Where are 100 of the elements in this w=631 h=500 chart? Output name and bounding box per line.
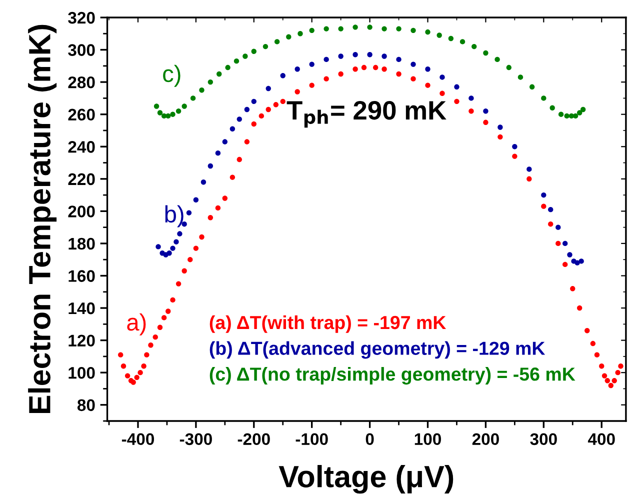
point: [562, 240, 568, 246]
y-tick-label: 260: [68, 108, 95, 121]
point: [548, 206, 554, 212]
point: [576, 110, 582, 116]
point: [352, 52, 358, 58]
y-tick-label: 140: [68, 302, 95, 314]
y-tick-label: 240: [68, 141, 95, 153]
point: [436, 32, 442, 38]
point: [440, 74, 445, 80]
point: [483, 50, 488, 56]
point: [262, 44, 268, 50]
annotation: (c) ΔT(no trap/simple geometry) = -56 mK: [210, 367, 576, 385]
point: [472, 44, 477, 50]
point: [193, 197, 199, 202]
point: [558, 112, 564, 117]
point: [199, 88, 204, 93]
point: [200, 180, 206, 185]
point: [298, 31, 303, 36]
annotation: T$_{ph}$= 290 mK: [286, 101, 446, 128]
point: [352, 24, 358, 30]
point: [460, 39, 466, 44]
y-tick-label: 100: [68, 366, 95, 379]
y-axis-title: Electron Temperature (mK): [28, 24, 57, 414]
point: [309, 28, 314, 34]
point: [176, 108, 182, 114]
x-tick-label: 400: [588, 433, 615, 446]
point: [518, 74, 524, 80]
point: [208, 79, 214, 85]
point: [396, 26, 402, 32]
point: [396, 56, 402, 62]
point: [170, 112, 176, 117]
point: [410, 28, 416, 34]
point: [367, 24, 372, 30]
point: [526, 166, 532, 172]
point: [567, 252, 572, 258]
point: [222, 139, 228, 144]
point: [244, 106, 250, 112]
point: [550, 105, 555, 110]
point: [280, 73, 286, 78]
point: [541, 192, 546, 198]
point: [564, 113, 570, 119]
point: [177, 231, 182, 236]
point: [225, 64, 230, 70]
point: [382, 54, 387, 59]
point: [236, 116, 242, 122]
point: [215, 150, 221, 156]
point: [338, 26, 344, 32]
series-label: b): [165, 205, 184, 228]
x-tick-label: 300: [530, 433, 557, 446]
point: [580, 106, 586, 112]
x-tick-label: -200: [238, 433, 270, 446]
point: [182, 104, 187, 109]
series-label: a): [127, 313, 146, 336]
x-tick-label: -300: [180, 433, 212, 446]
point: [294, 66, 300, 72]
point: [208, 163, 214, 169]
point: [338, 54, 344, 59]
point: [468, 96, 474, 101]
point: [266, 86, 271, 92]
point: [556, 224, 561, 230]
x-tick-label: -100: [296, 433, 328, 446]
point: [324, 56, 329, 62]
y-tick-label: 200: [68, 206, 95, 218]
point: [578, 258, 584, 264]
x-tick-label: 0: [366, 433, 374, 446]
y-tick-label: 120: [68, 334, 95, 347]
point: [170, 246, 176, 251]
y-tick-label: 80: [77, 399, 95, 412]
point: [382, 26, 387, 32]
point: [186, 210, 192, 216]
point: [174, 239, 179, 244]
point: [425, 66, 430, 72]
point: [156, 244, 161, 250]
point: [448, 36, 454, 42]
point: [512, 144, 518, 150]
point: [286, 34, 292, 40]
point: [234, 58, 240, 64]
point: [251, 48, 256, 54]
x-axis-title: Voltage (μV): [278, 465, 454, 494]
series-label: c): [163, 64, 180, 87]
point: [157, 110, 163, 116]
point: [230, 126, 236, 132]
point: [494, 56, 500, 62]
y-tick-label: 300: [68, 44, 95, 56]
point: [251, 98, 256, 104]
point: [324, 26, 329, 32]
y-tick-label: 180: [68, 238, 95, 250]
point: [274, 39, 280, 44]
point: [216, 71, 222, 77]
point: [166, 113, 171, 119]
point: [410, 62, 416, 67]
point: [154, 104, 160, 109]
point: [190, 96, 196, 101]
y-tick-label: 320: [68, 12, 95, 24]
x-tick-label: 200: [472, 433, 499, 446]
y-tick-label: 220: [68, 173, 95, 186]
x-tick-label: 100: [414, 433, 441, 446]
point: [483, 108, 488, 114]
annotation: (a) ΔT(with trap) = -197 mK: [210, 315, 446, 333]
x-tick-label: -400: [122, 433, 154, 446]
